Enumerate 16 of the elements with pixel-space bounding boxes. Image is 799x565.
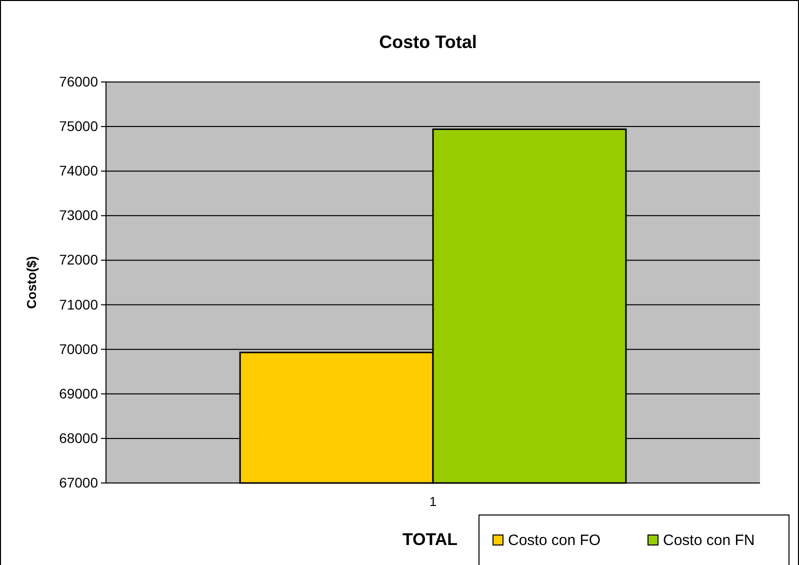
y-tick-label: 76000 <box>59 73 98 90</box>
chart-title: Costo Total <box>379 32 477 52</box>
y-tick-label: 72000 <box>59 252 98 268</box>
y-tick-label: 73000 <box>59 207 98 224</box>
y-tick-label: 74000 <box>59 162 98 179</box>
y-tick-label: 71000 <box>59 296 98 312</box>
y-axis-title: Costo($) <box>24 256 39 309</box>
y-tick-label: 67000 <box>59 474 98 490</box>
x-tick-label: 1 <box>429 494 437 510</box>
legend-label: Costo con FO <box>508 532 601 549</box>
y-tick-label: 69000 <box>59 385 98 402</box>
x-axis-title: TOTAL <box>402 530 458 549</box>
y-tick-label: 68000 <box>59 430 98 446</box>
y-tick-label: 70000 <box>59 340 98 357</box>
y-tick-label: 75000 <box>59 118 98 134</box>
legend-label: Costo con FN <box>663 532 755 549</box>
